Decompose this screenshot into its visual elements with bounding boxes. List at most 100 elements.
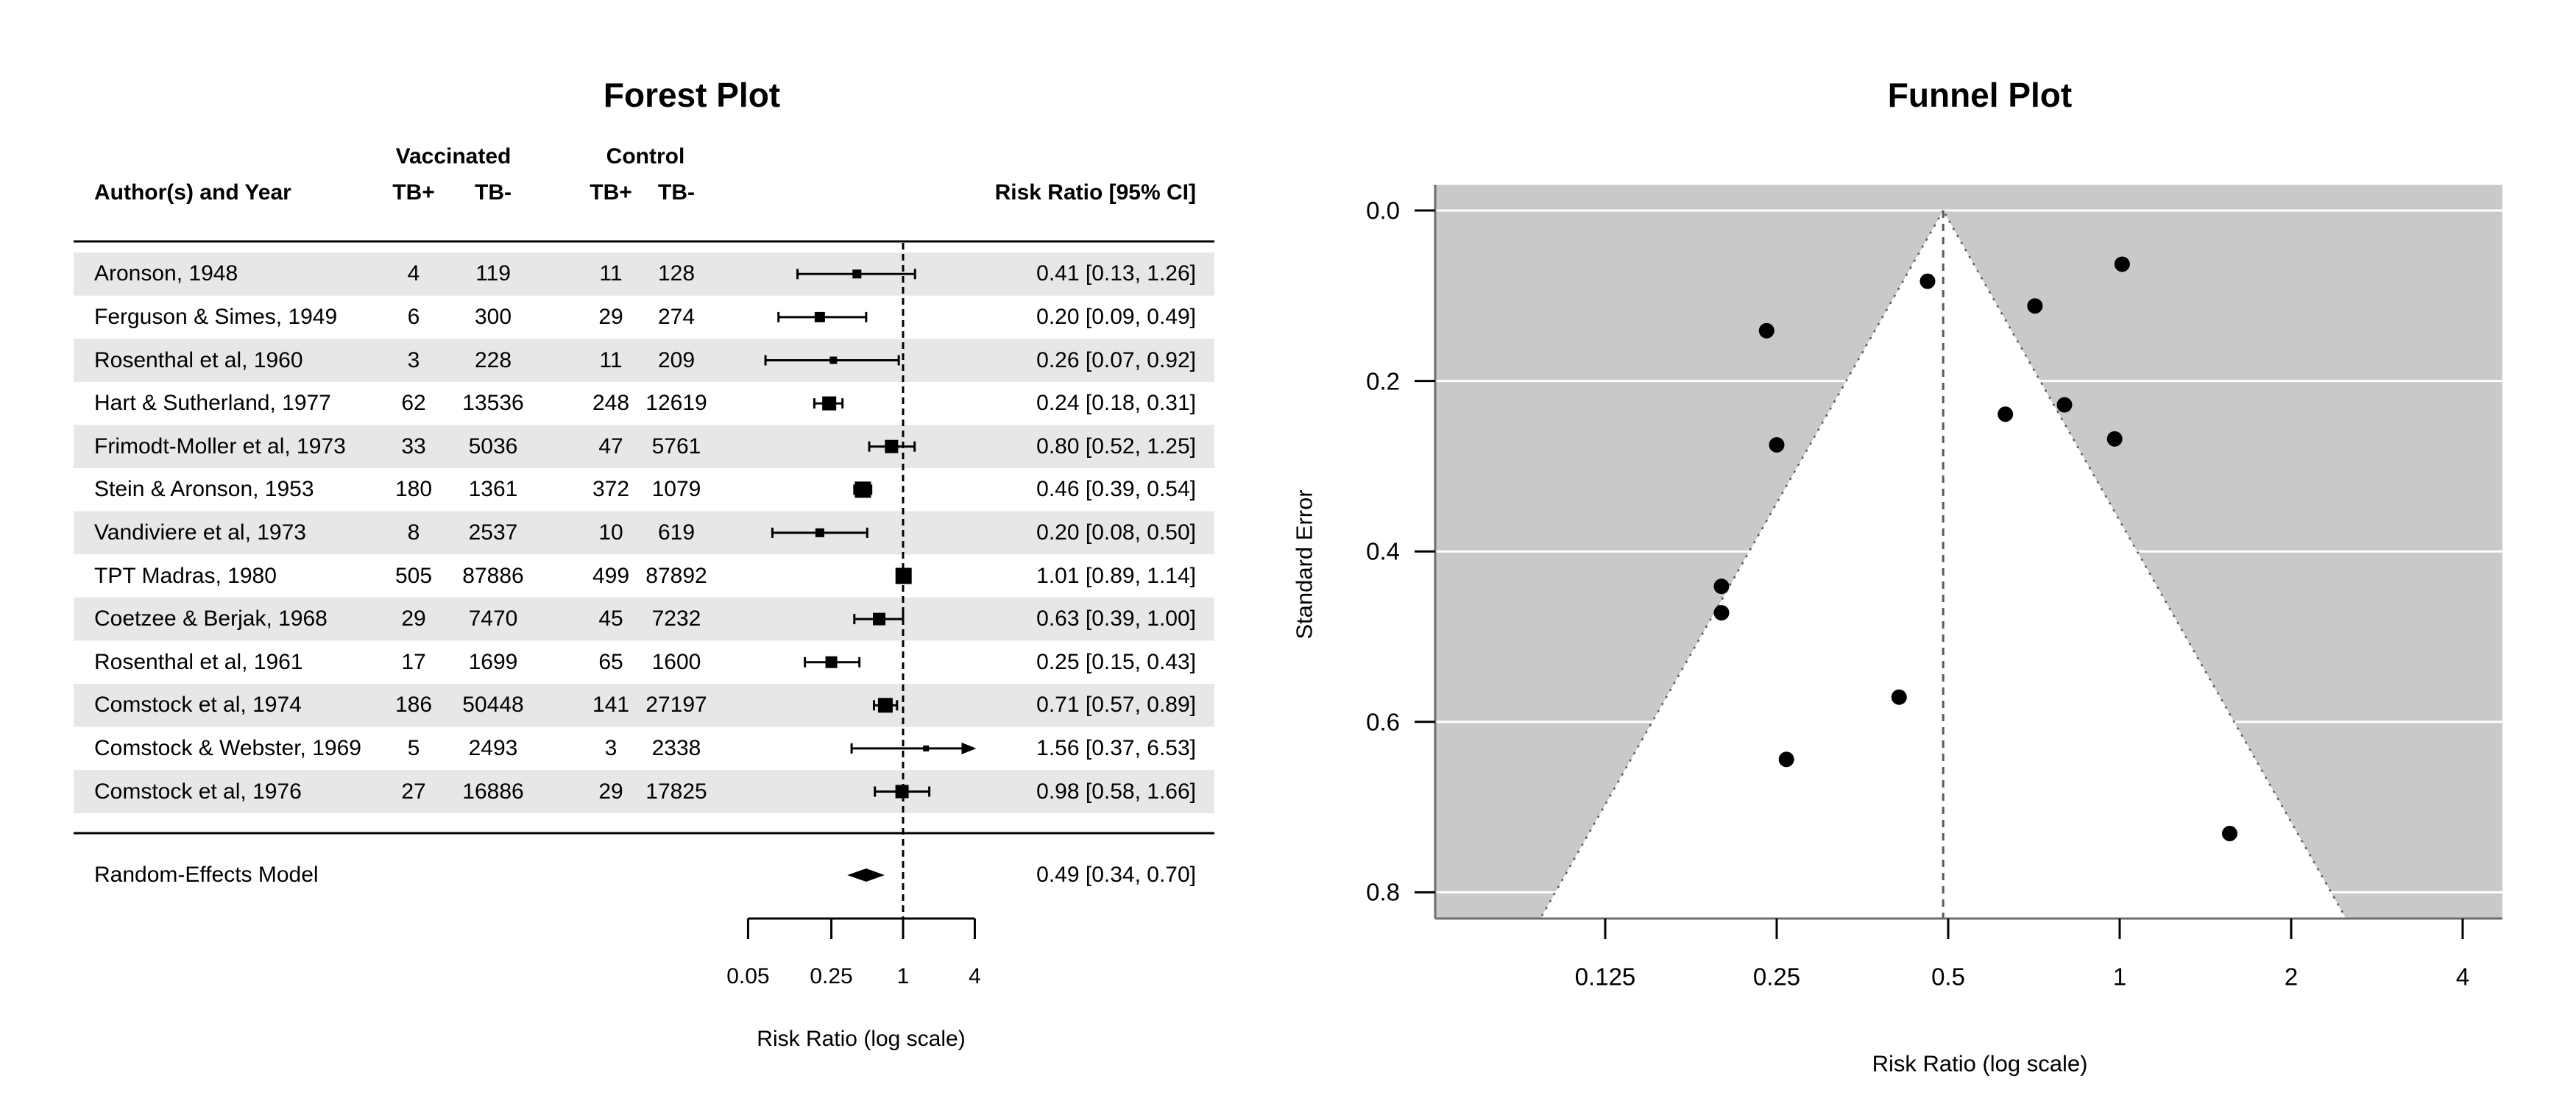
forest-axis-tick-label: 4 [969,964,981,988]
funnel-y-tick-label: 0.2 [1366,367,1400,395]
study-count: 141 [592,693,630,718]
study-count: 128 [657,261,696,286]
study-label: Comstock & Webster, 1969 [94,735,361,760]
study-count: 47 [598,434,623,459]
study-ci-label: 0.20 [0.08, 0.50] [1036,520,1196,545]
study-label: Stein & Aronson, 1953 [94,477,314,502]
study-ci-label: 0.25 [0.15, 0.43] [1036,649,1196,674]
study-ci-label: 1.56 [0.37, 6.53] [1036,735,1196,760]
study-ci-label: 0.71 [0.57, 0.89] [1036,693,1196,718]
study-count: 87892 [645,563,707,588]
study-count: 11 [599,261,623,286]
study-count: 248 [592,391,630,416]
study-count: 12619 [645,391,707,416]
study-count: 1079 [651,477,701,502]
study-count: 186 [394,693,433,718]
funnel-xaxis-title: Risk Ratio (log scale) [1872,1050,2088,1077]
study-count: 87886 [462,563,524,588]
study-label: Rosenthal et al, 1960 [94,347,303,372]
forest-axis-tick-label: 0.05 [726,964,770,988]
study-count: 17 [401,649,426,674]
study-label: Vandiviere et al, 1973 [94,520,306,545]
study-label: Ferguson & Simes, 1949 [94,304,338,329]
study-count: 7470 [468,606,518,631]
study-ci-label: 0.26 [0.07, 0.92] [1036,347,1196,372]
study-label: Coetzee & Berjak, 1968 [94,606,328,631]
funnel-x-tick-label: 2 [2284,963,2299,991]
study-ci-label: 0.80 [0.52, 1.25] [1036,434,1196,459]
study-count: 6 [407,304,420,329]
study-count: 17825 [645,779,707,804]
study-label: Aronson, 1948 [94,261,238,286]
study-count: 1699 [468,649,518,674]
study-count: 62 [401,391,426,416]
study-count: 499 [592,563,630,588]
study-count: 45 [598,606,623,631]
study-count: 274 [657,304,696,329]
study-count: 228 [474,347,512,372]
study-count: 209 [657,347,696,372]
study-count: 1361 [468,477,518,502]
funnel-y-tick-label: 0.4 [1366,537,1400,565]
study-count: 11 [599,347,623,372]
study-count: 5036 [468,434,518,459]
study-count: 29 [401,606,426,631]
column-header-vacc-tb-pos: TB+ [392,180,435,205]
study-count: 2493 [468,735,518,760]
funnel-y-tick-label: 0.0 [1366,197,1400,224]
study-label: Comstock et al, 1976 [94,779,302,804]
study-count: 27 [401,779,426,804]
study-count: 3 [604,735,618,760]
study-count: 2537 [468,520,518,545]
study-count: 27197 [645,693,707,718]
funnel-y-tick-label: 0.6 [1366,708,1400,736]
forest-axis-tick-label: 1 [896,964,910,988]
column-group-control: Control [606,144,685,169]
summary-row-label: Random-Effects Model [94,863,319,887]
funnel-x-tick-label: 0.125 [1574,963,1636,991]
column-header-author: Author(s) and Year [94,180,291,205]
funnel-x-tick-label: 0.25 [1752,963,1801,991]
study-ci-label: 0.98 [0.58, 1.66] [1036,779,1196,804]
study-count: 29 [598,304,623,329]
study-ci-label: 0.63 [0.39, 1.00] [1036,606,1196,631]
funnel-x-tick-label: 4 [2455,963,2470,991]
study-ci-label: 0.24 [0.18, 0.31] [1036,391,1196,416]
study-count: 50448 [462,693,524,718]
study-count: 119 [475,261,511,286]
study-label: Comstock et al, 1974 [94,693,302,718]
study-label: TPT Madras, 1980 [94,563,277,588]
study-ci-label: 1.01 [0.89, 1.14] [1036,563,1196,588]
study-count: 5761 [651,434,701,459]
summary-effect-value: 0.49 [0.34, 0.70] [1036,863,1196,887]
study-count: 10 [598,520,623,545]
study-ci-label: 0.20 [0.09, 0.49] [1036,304,1196,329]
column-header-ctrl-tb-pos: TB+ [590,180,632,205]
column-header-ctrl-tb-neg: TB- [658,180,695,205]
study-count: 8 [407,520,420,545]
study-count: 3 [407,347,420,372]
study-count: 2338 [651,735,701,760]
funnel-plot-title: Funnel Plot [1887,76,2073,114]
study-count: 65 [598,649,623,674]
study-count: 13536 [462,391,524,416]
study-ci-label: 0.41 [0.13, 1.26] [1036,261,1196,286]
study-ci-label: 0.46 [0.39, 0.54] [1036,477,1196,502]
funnel-x-tick-label: 0.5 [1931,963,1965,991]
study-count: 180 [394,477,433,502]
study-label: Rosenthal et al, 1961 [94,649,303,674]
forest-plot-title: Forest Plot [603,76,781,114]
study-label: Frimodt-Moller et al, 1973 [94,434,346,459]
study-count: 29 [598,779,623,804]
study-count: 1600 [651,649,701,674]
study-count: 372 [592,477,630,502]
study-count: 300 [474,304,512,329]
funnel-x-tick-label: 1 [2112,963,2127,991]
study-count: 7232 [651,606,701,631]
study-count: 5 [407,735,420,760]
column-header-vacc-tb-neg: TB- [475,180,512,205]
study-label: Hart & Sutherland, 1977 [94,391,331,416]
study-count: 33 [401,434,426,459]
